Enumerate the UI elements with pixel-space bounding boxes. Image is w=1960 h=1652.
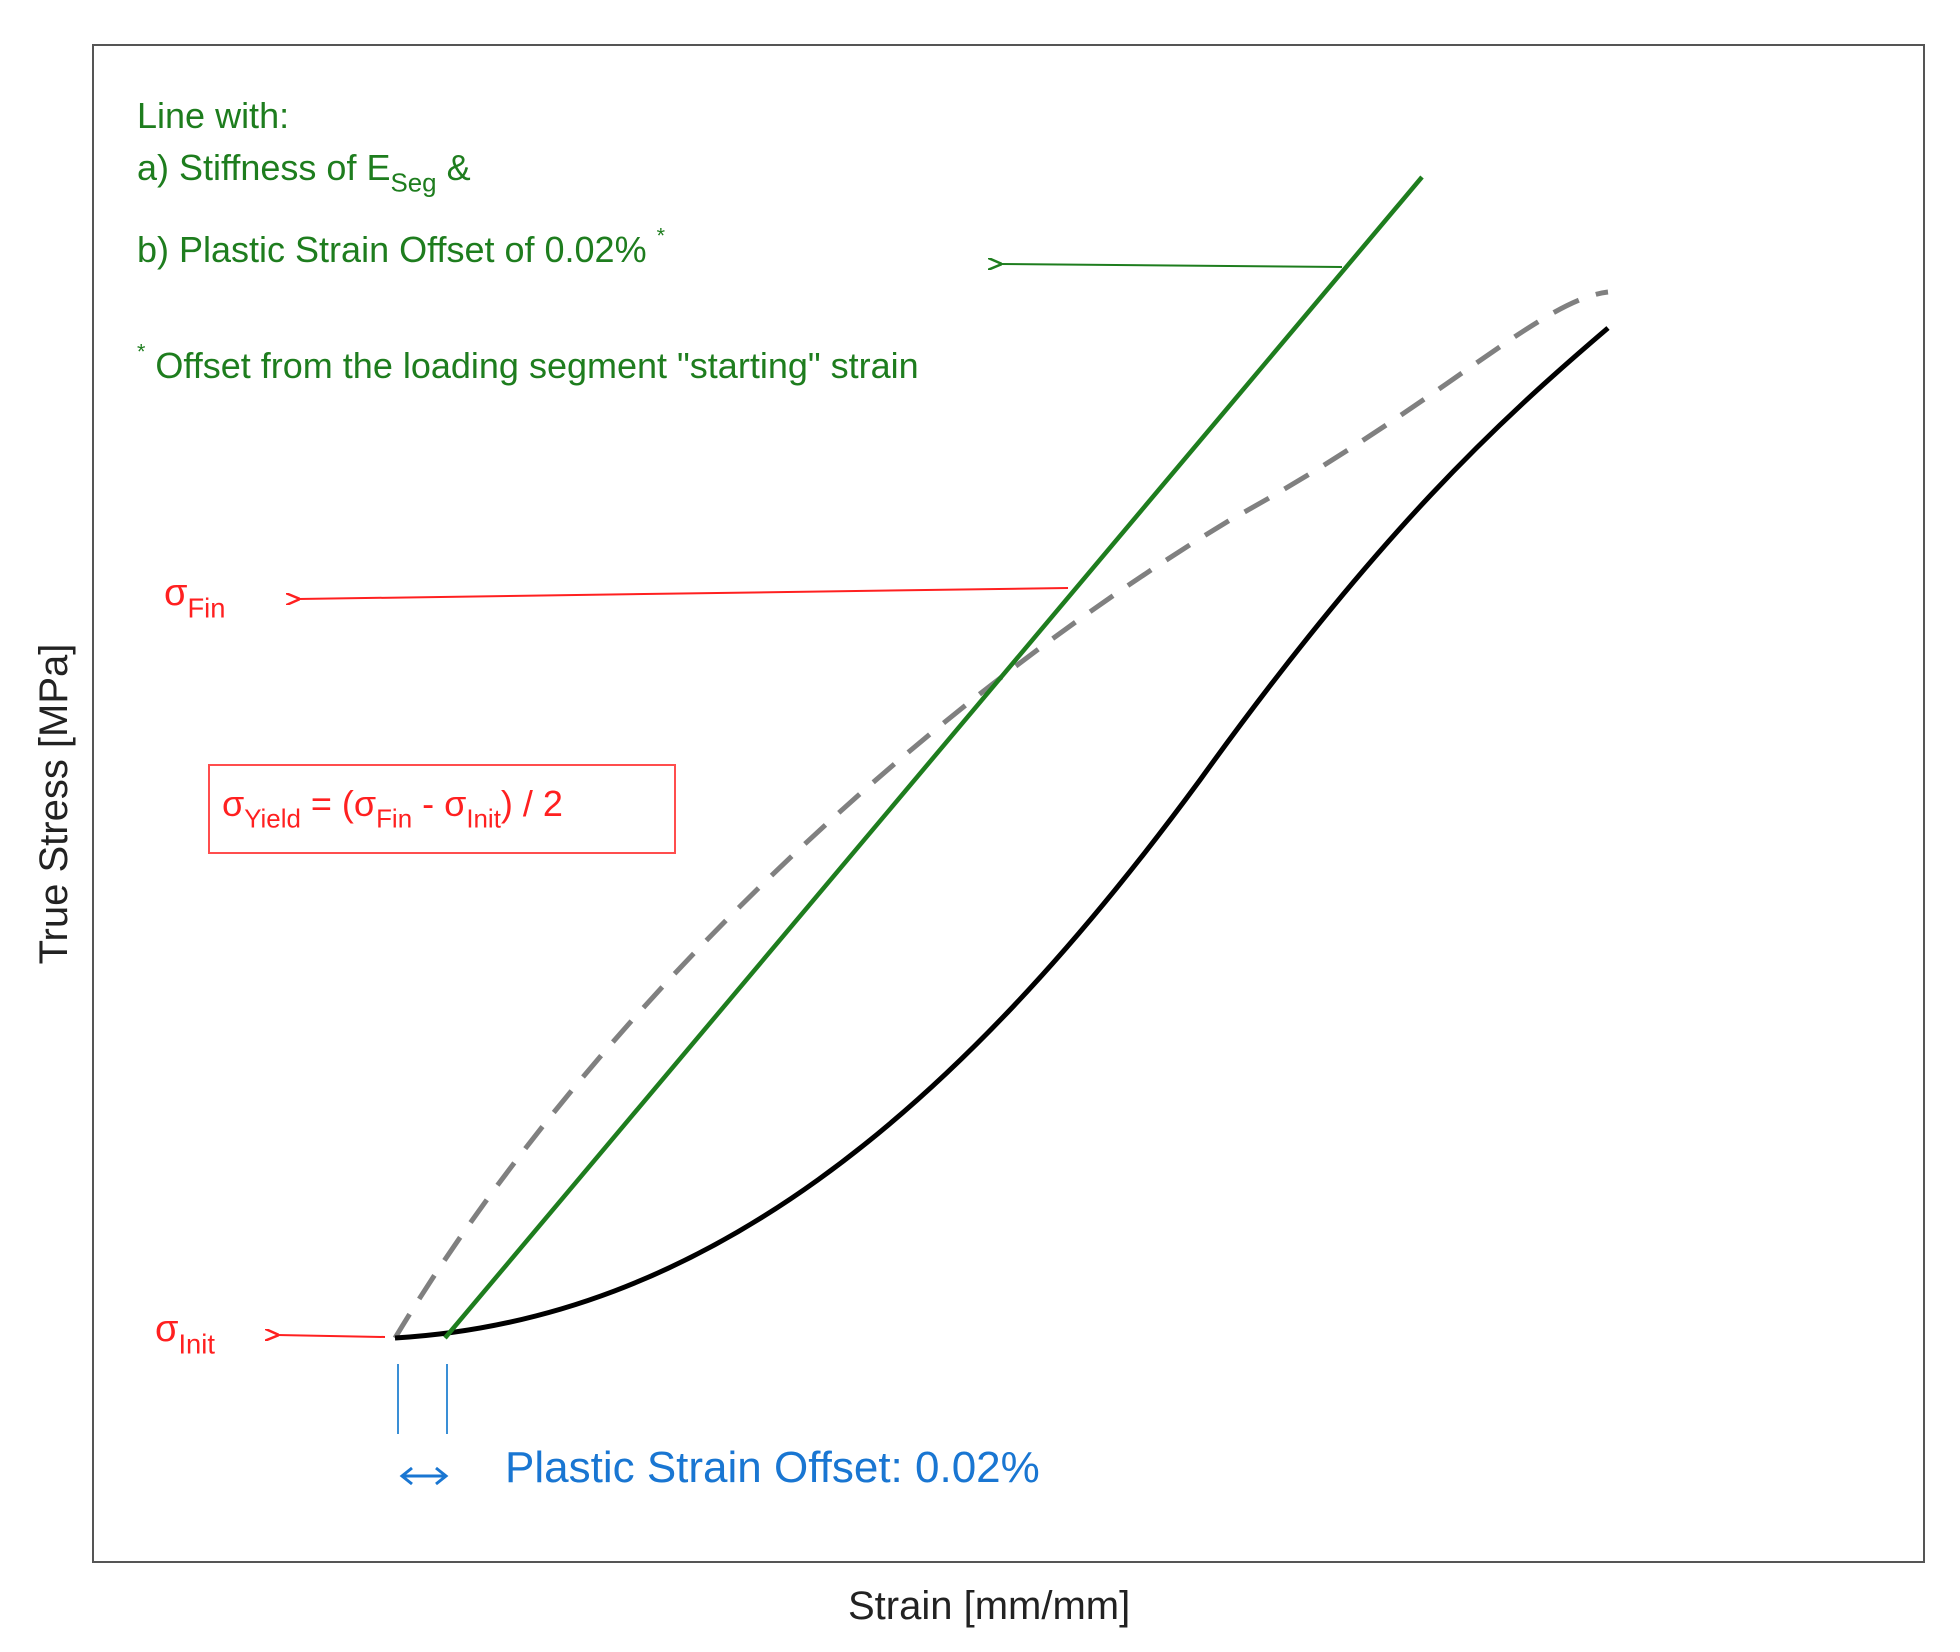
yield-sigma: σ bbox=[222, 783, 245, 824]
offset-stiffness-line bbox=[443, 175, 1424, 1340]
sigma-init-subscript: Init bbox=[178, 1328, 215, 1360]
footnote-text: * Offset from the loading segment "start… bbox=[137, 340, 919, 386]
green-callout-arrow bbox=[1000, 264, 1343, 267]
line-intro-text: Line with: bbox=[137, 95, 290, 136]
yield-subscript: Yield bbox=[244, 805, 301, 834]
yield-equation-box bbox=[208, 764, 676, 854]
offset-asterisk: * bbox=[656, 222, 665, 248]
sigma-init-symbol: σ bbox=[155, 1308, 179, 1350]
stiffness-text: a) Stiffness of ESeg & bbox=[137, 147, 471, 197]
yield-minus: - bbox=[412, 783, 445, 824]
sigma-fin-arrow bbox=[298, 587, 1069, 599]
offset-double-arrow-icon bbox=[399, 1466, 449, 1486]
yield-sigma-init: σ bbox=[444, 783, 467, 824]
sigma-fin-label: σFin bbox=[164, 572, 225, 621]
sigma-init-label: σInit bbox=[155, 1308, 215, 1357]
offset-description-text: b) Plastic Strain Offset of 0.02% * bbox=[137, 224, 665, 270]
plastic-offset-label: Plastic Strain Offset: 0.02% bbox=[505, 1443, 1040, 1492]
stiffness-suffix: & bbox=[436, 147, 471, 188]
plot-frame bbox=[92, 44, 1925, 1563]
stiffness-prefix: a) Stiffness of E bbox=[137, 147, 391, 188]
yield-eq-open: = ( bbox=[300, 783, 354, 824]
footnote-description: Offset from the loading segment "startin… bbox=[145, 345, 919, 386]
sigma-fin-subscript: Fin bbox=[187, 592, 226, 624]
x-axis-label: Strain [mm/mm] bbox=[848, 1584, 1131, 1628]
footnote-asterisk: * bbox=[137, 338, 146, 364]
stiffness-subscript: Seg bbox=[390, 169, 437, 198]
y-axis-label: True Stress [MPa] bbox=[32, 643, 76, 965]
yield-equation: σYield = (σFin - σInit) / 2 bbox=[222, 783, 563, 833]
yield-init-subscript: Init bbox=[466, 805, 501, 834]
yield-eq-close: ) / 2 bbox=[500, 783, 563, 824]
sigma-init-arrow bbox=[277, 1335, 386, 1337]
yield-fin-subscript: Fin bbox=[376, 805, 413, 834]
sigma-fin-symbol: σ bbox=[164, 572, 188, 614]
dashed-stress-curve bbox=[392, 289, 1609, 1340]
loading-curve bbox=[394, 326, 1610, 1341]
yield-sigma-fin: σ bbox=[353, 783, 377, 824]
offset-description: b) Plastic Strain Offset of 0.02% bbox=[137, 229, 647, 270]
